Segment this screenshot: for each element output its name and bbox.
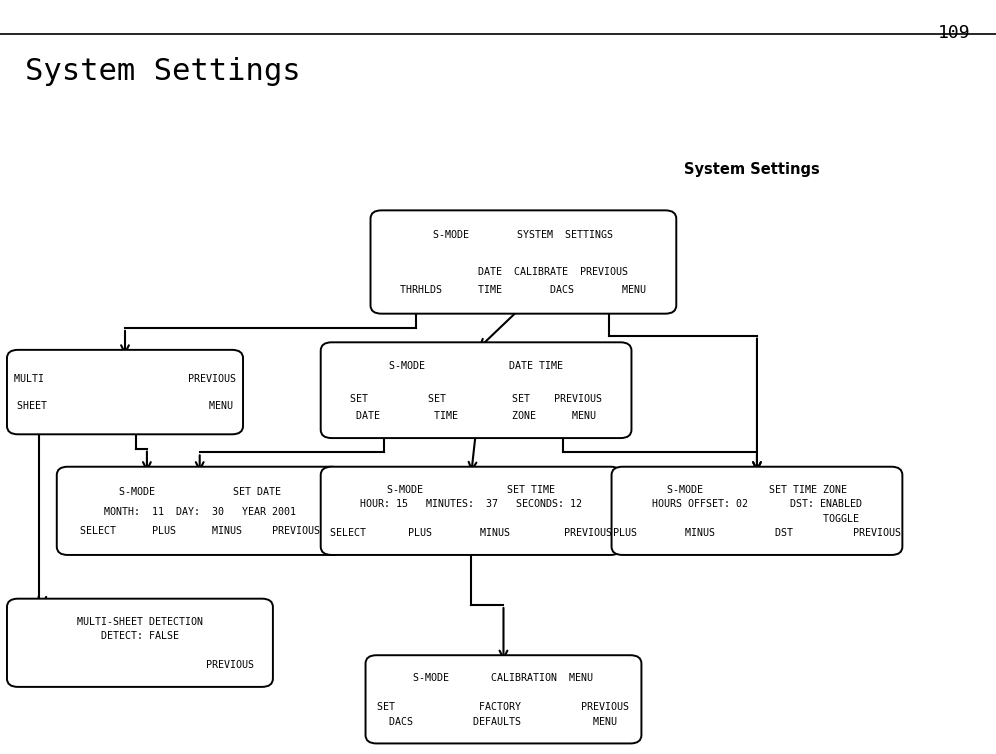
Text: S-MODE             SET DATE: S-MODE SET DATE (119, 487, 281, 497)
Text: TOGGLE: TOGGLE (655, 513, 859, 524)
FancyBboxPatch shape (371, 210, 676, 314)
Text: THRHLDS      TIME        DACS        MENU: THRHLDS TIME DACS MENU (400, 285, 646, 296)
Text: S-MODE       CALIBRATION  MENU: S-MODE CALIBRATION MENU (413, 673, 594, 683)
Text: MONTH:  11  DAY:  30   YEAR 2001: MONTH: 11 DAY: 30 YEAR 2001 (104, 507, 296, 516)
Text: MULTI-SHEET DETECTION: MULTI-SHEET DETECTION (77, 617, 203, 627)
Text: HOURS OFFSET: 02       DST: ENABLED: HOURS OFFSET: 02 DST: ENABLED (652, 499, 862, 510)
Text: DATE         TIME         ZONE      MENU: DATE TIME ZONE MENU (357, 410, 596, 421)
Text: PLUS        MINUS          DST          PREVIOUS: PLUS MINUS DST PREVIOUS (613, 529, 901, 538)
FancyBboxPatch shape (321, 342, 631, 438)
FancyBboxPatch shape (366, 655, 641, 743)
Text: SHEET                           MENU: SHEET MENU (17, 401, 233, 412)
FancyBboxPatch shape (321, 467, 622, 555)
Text: HOUR: 15   MINUTES:  37   SECONDS: 12: HOUR: 15 MINUTES: 37 SECONDS: 12 (361, 499, 582, 510)
Text: SET          SET           SET    PREVIOUS: SET SET SET PREVIOUS (350, 394, 603, 404)
Text: DETECT: FALSE: DETECT: FALSE (101, 631, 179, 642)
FancyBboxPatch shape (7, 350, 243, 434)
FancyBboxPatch shape (612, 467, 902, 555)
FancyBboxPatch shape (57, 467, 343, 555)
Text: S-MODE        SYSTEM  SETTINGS: S-MODE SYSTEM SETTINGS (433, 230, 614, 241)
Text: PREVIOUS: PREVIOUS (26, 661, 254, 670)
FancyBboxPatch shape (7, 599, 273, 687)
Text: S-MODE           SET TIME ZONE: S-MODE SET TIME ZONE (667, 485, 847, 495)
Text: System Settings: System Settings (684, 162, 820, 177)
Text: SELECT      PLUS      MINUS     PREVIOUS: SELECT PLUS MINUS PREVIOUS (80, 526, 320, 536)
Text: S-MODE              DATE TIME: S-MODE DATE TIME (389, 361, 563, 372)
Text: SET              FACTORY          PREVIOUS: SET FACTORY PREVIOUS (377, 702, 629, 713)
Text: SELECT       PLUS        MINUS         PREVIOUS: SELECT PLUS MINUS PREVIOUS (330, 529, 613, 538)
Text: 109: 109 (937, 24, 970, 42)
Text: System Settings: System Settings (25, 57, 301, 85)
Text: DACS          DEFAULTS            MENU: DACS DEFAULTS MENU (389, 717, 618, 727)
Text: DATE  CALIBRATE  PREVIOUS: DATE CALIBRATE PREVIOUS (418, 267, 628, 277)
Text: MULTI                        PREVIOUS: MULTI PREVIOUS (14, 374, 236, 385)
Text: S-MODE              SET TIME: S-MODE SET TIME (387, 485, 555, 495)
